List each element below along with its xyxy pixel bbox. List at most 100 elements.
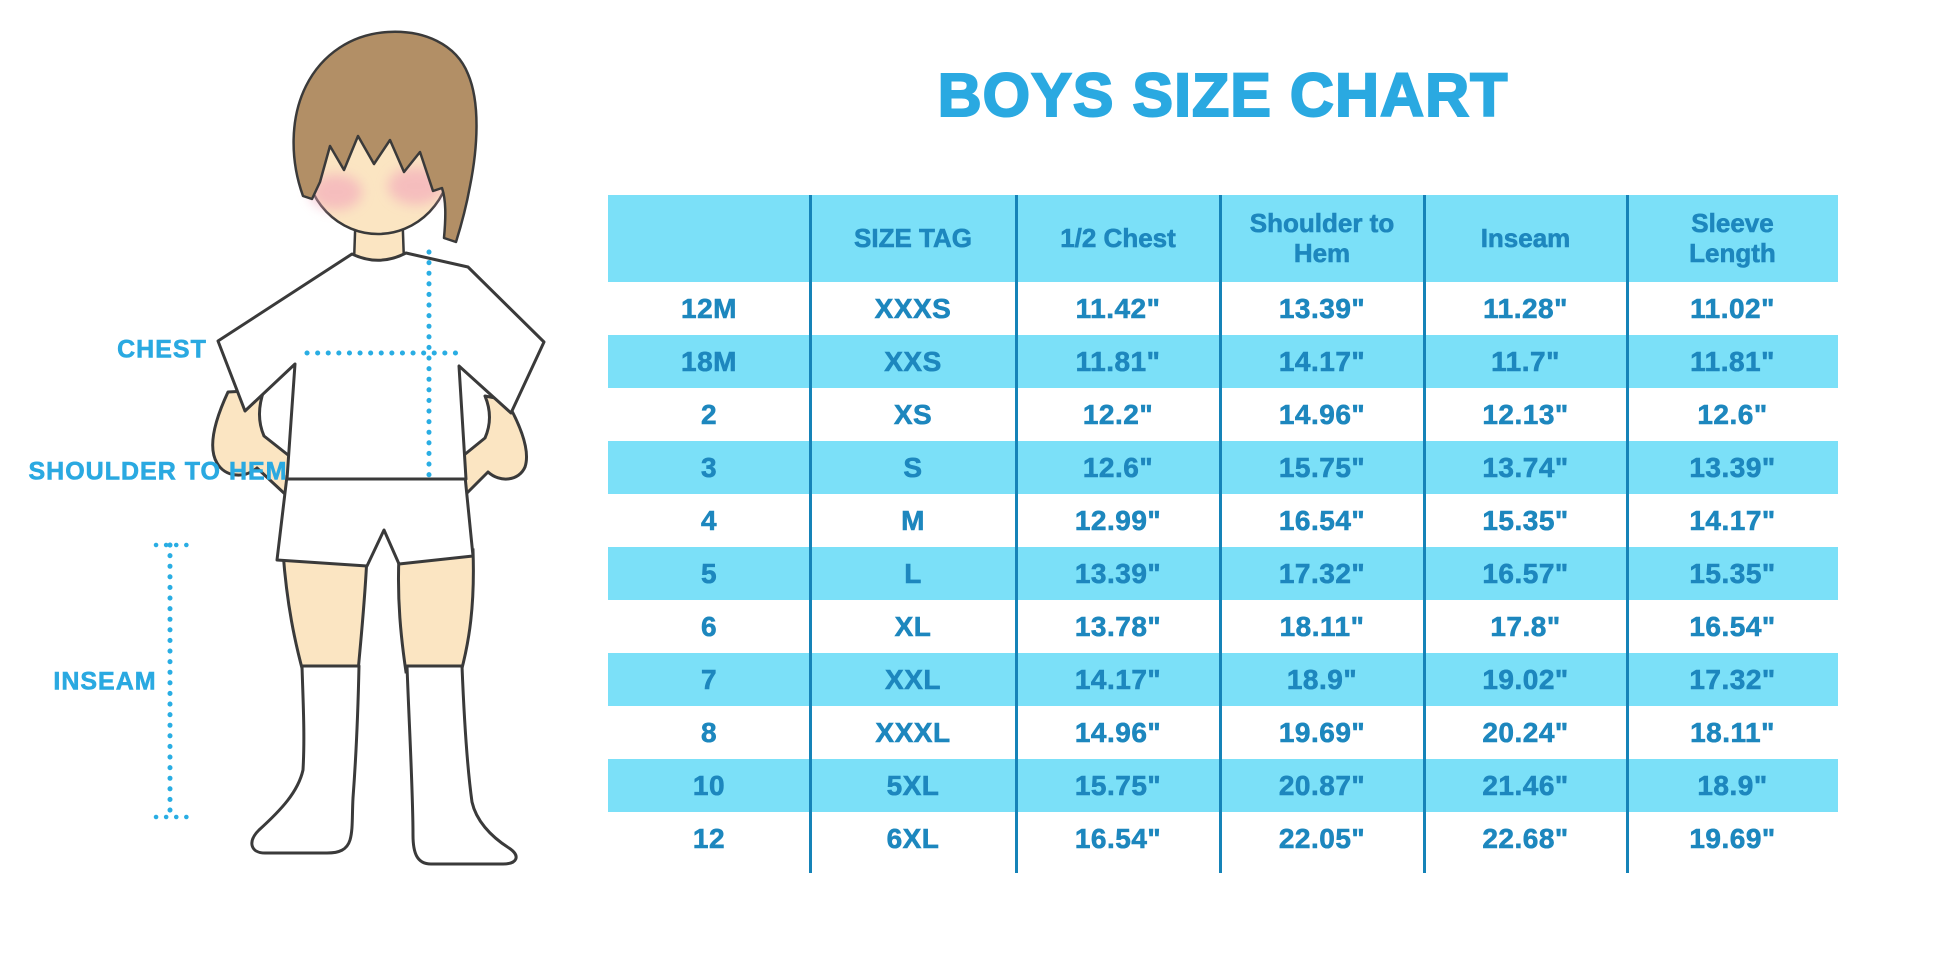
table-cell: 21.46"	[1482, 769, 1569, 801]
boy-illustration	[153, 30, 546, 866]
table-cell: XL	[894, 610, 932, 642]
table-cell: 20.24"	[1482, 716, 1569, 748]
table-row: 3 S 12.6" 15.75" 13.74" 13.39"	[608, 441, 1838, 494]
boy-hair	[292, 30, 478, 244]
table-cell: 11.7"	[1491, 345, 1560, 377]
header-cell: Sleeve Length	[1689, 207, 1776, 268]
table-cell: 18.9"	[1697, 769, 1768, 801]
table-cell: 12M	[681, 292, 737, 324]
table-cell: 17.32"	[1689, 663, 1776, 695]
header-cell: SIZE TAG	[854, 222, 973, 253]
table-cell: 12.13"	[1482, 398, 1569, 430]
page-title: BOYS SIZE CHART	[937, 60, 1509, 130]
table-cell: 4	[700, 504, 718, 536]
table-cell: 12.99"	[1074, 504, 1162, 536]
table-row: 8 XXXL 14.96" 19.69" 20.24" 18.11"	[608, 706, 1838, 759]
table-cell: 6	[700, 610, 718, 642]
boy-left-sock	[250, 664, 361, 855]
table-cell: 14.17"	[1689, 504, 1776, 536]
table-cell: 19.69"	[1689, 822, 1776, 854]
table-row: 2 XS 12.2" 14.96" 12.13" 12.6"	[608, 388, 1838, 441]
table-row: 5 L 13.39" 17.32" 16.57" 15.35"	[608, 547, 1838, 600]
table-row: 12M XXXS 11.42" 13.39" 11.28" 11.02"	[608, 282, 1838, 335]
boy-shorts	[275, 474, 475, 568]
table-cell: 19.69"	[1278, 716, 1366, 748]
table-cell: XS	[893, 398, 933, 430]
shoulder-to-hem-label: SHOULDER TO HEM	[28, 457, 288, 486]
table-cell: 16.54"	[1074, 822, 1162, 854]
table-row: 7 XXL 14.17" 18.9" 19.02" 17.32"	[608, 653, 1838, 706]
table-cell: 13.78"	[1074, 610, 1162, 642]
header-cell: Inseam	[1480, 222, 1571, 253]
boy-right-leg	[396, 548, 475, 674]
table-cell: 20.87"	[1278, 769, 1366, 801]
table-cell: 14.96"	[1278, 398, 1366, 430]
table-cell: 10	[692, 769, 726, 801]
table-cell: 13.39"	[1074, 557, 1162, 589]
table-cell: 18.11"	[1279, 610, 1365, 642]
table-cell: 22.05"	[1278, 822, 1366, 854]
boy-right-arm	[446, 394, 528, 512]
table-cell: 16.57"	[1482, 557, 1569, 589]
inseam-label: INSEAM	[53, 667, 157, 696]
boy-right-sock	[405, 664, 518, 866]
table-cell: 12.2"	[1082, 398, 1154, 430]
boy-measurement-figure: CHEST SHOULDER TO HEM INSEAM	[0, 0, 608, 973]
table-cell: 6XL	[886, 822, 940, 854]
table-cell: 15.35"	[1689, 557, 1776, 589]
boy-left-blush	[310, 174, 362, 210]
boy-left-arm	[211, 388, 304, 510]
table-cell: 22.68"	[1482, 822, 1569, 854]
table-cell: XXXL	[875, 716, 951, 748]
table-cell: 7	[700, 663, 718, 695]
table-row: 12 6XL 16.54" 22.05" 22.68" 19.69"	[608, 812, 1838, 865]
table-cell: 11.28"	[1483, 292, 1568, 324]
table-cell: 15.35"	[1482, 504, 1569, 536]
table-cell: 18.9"	[1286, 663, 1358, 695]
table-cell: S	[903, 451, 923, 483]
table-row: 6 XL 13.78" 18.11" 17.8" 16.54"	[608, 600, 1838, 653]
table-cell: 3	[700, 451, 718, 483]
table-cell: 16.54"	[1278, 504, 1366, 536]
table-cell: 11.81"	[1690, 345, 1775, 377]
boy-tshirt	[216, 251, 546, 481]
table-cell: 19.02"	[1482, 663, 1569, 695]
table-row: 18M XXS 11.81" 14.17" 11.7" 11.81"	[608, 335, 1838, 388]
table-cell: 15.75"	[1074, 769, 1162, 801]
table-cell: 14.17"	[1278, 345, 1366, 377]
header-cell: Shoulder to Hem	[1249, 207, 1395, 268]
table-body: 12M XXXS 11.42" 13.39" 11.28" 11.02" 18M XXS 11.…	[608, 282, 1838, 865]
table-cell: XXL	[885, 663, 941, 695]
table-cell: 11.42"	[1075, 292, 1161, 324]
table-cell: 18.11"	[1690, 716, 1775, 748]
table-cell: 13.39"	[1689, 451, 1776, 483]
chest-label: CHEST	[117, 335, 207, 364]
table-cell: 14.17"	[1074, 663, 1162, 695]
table-cell: 8	[700, 716, 718, 748]
table-cell: 2	[700, 398, 718, 430]
header-cell	[608, 195, 810, 282]
table-cell: 18M	[681, 345, 737, 377]
table-cell: 14.96"	[1074, 716, 1162, 748]
header-cell: 1/2 Chest	[1060, 222, 1176, 253]
table-row: 4 M 12.99" 16.54" 15.35" 14.17"	[608, 494, 1838, 547]
table-cell: 5	[700, 557, 718, 589]
boy-left-leg	[281, 550, 369, 674]
table-cell: M	[901, 504, 925, 536]
table-cell: L	[904, 557, 922, 589]
table-cell: 17.8"	[1490, 610, 1561, 642]
table-cell: 15.75"	[1278, 451, 1366, 483]
table-cell: 12	[692, 822, 726, 854]
table-header-row: SIZE TAG 1/2 Chest Shoulder to Hem Inseam Sl…	[608, 195, 1838, 282]
table-cell: 17.32"	[1278, 557, 1366, 589]
table-cell: 11.81"	[1075, 345, 1161, 377]
table-cell: 12.6"	[1082, 451, 1154, 483]
table-row: 10 5XL 15.75" 20.87" 21.46" 18.9"	[608, 759, 1838, 812]
table-cell: 13.39"	[1278, 292, 1366, 324]
table-cell: 13.74"	[1482, 451, 1569, 483]
table-cell: XXXS	[874, 292, 952, 324]
size-table: SIZE TAG 1/2 Chest Shoulder to Hem Inseam Sl…	[608, 195, 1838, 873]
table-cell: XXS	[884, 345, 942, 377]
table-cell: 11.02"	[1690, 292, 1775, 324]
